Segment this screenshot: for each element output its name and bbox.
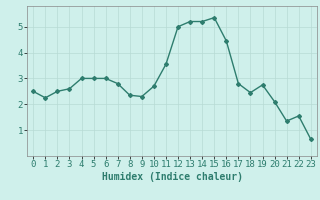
X-axis label: Humidex (Indice chaleur): Humidex (Indice chaleur): [101, 172, 243, 182]
